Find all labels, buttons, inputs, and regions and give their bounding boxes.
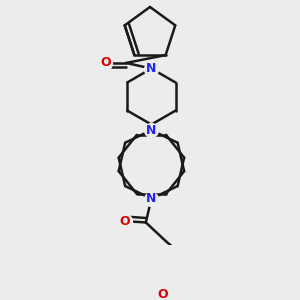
Text: N: N <box>146 192 157 205</box>
Text: O: O <box>119 214 130 228</box>
Text: N: N <box>146 124 157 136</box>
Text: O: O <box>157 288 168 300</box>
Text: N: N <box>146 62 157 75</box>
Text: O: O <box>100 56 110 70</box>
